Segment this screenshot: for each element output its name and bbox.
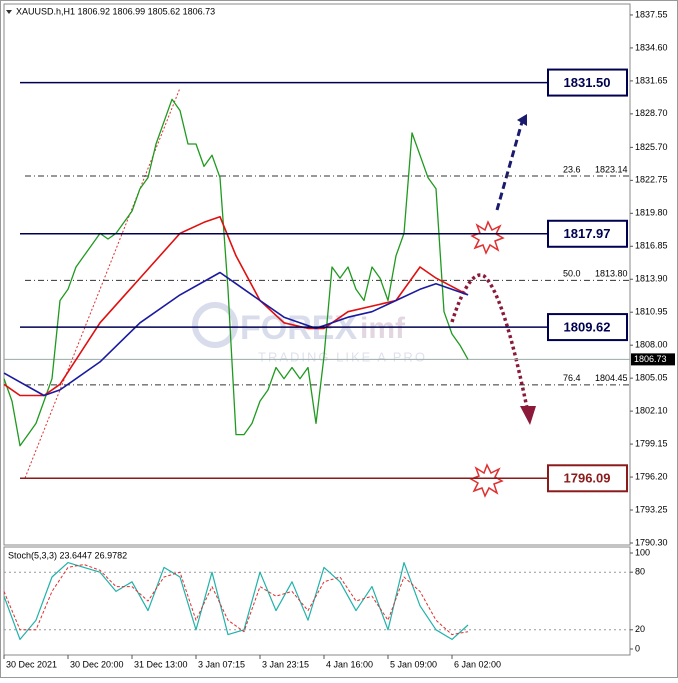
- x-tick-label: 3 Jan 23:15: [262, 659, 309, 669]
- burst-icon: [470, 220, 505, 255]
- series-line: [3, 215, 469, 397]
- series-line: [3, 98, 469, 447]
- level-box: [547, 464, 628, 493]
- burst-icon: [469, 463, 504, 498]
- watermark-text: FOREX: [240, 309, 357, 347]
- watermark: FOREX imf TRADING LIKE A PRO: [192, 302, 427, 364]
- arrow-head: [517, 114, 527, 126]
- header: XAUUSD.h,H1 1806.92 1806.99 1805.62 1806…: [16, 6, 215, 16]
- y-tick-label: 0: [635, 643, 640, 653]
- level-box: [547, 313, 628, 342]
- y-tick-label: 80: [635, 567, 645, 577]
- level-label: 1796.09: [564, 471, 611, 486]
- x-tick-label: 5 Jan 09:00: [390, 659, 437, 669]
- y-tick-label: 1813.90: [635, 274, 668, 284]
- y-tick-label: 1802.10: [635, 405, 668, 415]
- fib-price: 1823.14: [595, 164, 628, 174]
- y-tick-label: 1822.75: [635, 175, 668, 185]
- watermark-text: imf: [360, 312, 406, 345]
- y-tick-label: 1816.85: [635, 241, 668, 251]
- y-tick-label: 20: [635, 624, 645, 634]
- y-tick-label: 1790.30: [635, 537, 668, 547]
- stoch-title: Stoch(5,3,3) 23.6447 26.9782: [8, 550, 127, 560]
- watermark-logo: [192, 302, 238, 348]
- series-line: [3, 564, 469, 636]
- level-label: 1809.62: [564, 320, 611, 335]
- y-tick-label: 1831.65: [635, 75, 668, 85]
- series-line: [3, 562, 469, 640]
- fib-label: 23.6: [563, 164, 581, 174]
- last-price-box: [631, 353, 675, 366]
- y-tick-label: 1819.80: [635, 208, 668, 218]
- series-line: [3, 271, 469, 397]
- x-tick-label: 31 Dec 13:00: [134, 659, 188, 669]
- y-tick-label: 1837.55: [635, 9, 668, 19]
- y-tick-label: 1793.25: [635, 504, 668, 514]
- y-tick-label: 1808.00: [635, 340, 668, 350]
- arrow-up: [495, 121, 524, 211]
- y-tick-label: 100: [635, 547, 650, 557]
- watermark-text: TRADING LIKE A PRO: [258, 349, 427, 364]
- x-tick-label: 6 Jan 02:00: [454, 659, 501, 669]
- x-tick-label: 4 Jan 16:00: [326, 659, 373, 669]
- fib-label: 76.4: [563, 373, 581, 383]
- x-tick-label: 30 Dec 2021: [6, 659, 57, 669]
- level-label: 1831.50: [564, 75, 611, 90]
- arrow-head: [520, 406, 536, 425]
- y-tick-label: 1810.95: [635, 307, 668, 317]
- fib-label: 50.0: [563, 269, 581, 279]
- header-icon: [6, 10, 12, 14]
- level-label: 1817.97: [564, 226, 611, 241]
- last-price-label: 1806.73: [634, 354, 667, 364]
- y-tick-label: 1834.60: [635, 42, 668, 52]
- stoch-panel: [3, 546, 631, 656]
- y-tick-label: 1796.20: [635, 471, 668, 481]
- x-tick-label: 3 Jan 07:15: [198, 659, 245, 669]
- y-tick-label: 1805.05: [635, 373, 668, 383]
- fib-price: 1804.45: [595, 373, 628, 383]
- main-panel: [3, 3, 631, 546]
- y-tick-label: 1828.70: [635, 108, 668, 118]
- x-tick-label: 30 Dec 20:00: [70, 659, 124, 669]
- y-tick-label: 1799.15: [635, 438, 668, 448]
- level-box: [547, 68, 628, 97]
- level-box: [547, 219, 628, 248]
- fib-price: 1813.80: [595, 269, 628, 279]
- y-tick-label: 1825.70: [635, 142, 668, 152]
